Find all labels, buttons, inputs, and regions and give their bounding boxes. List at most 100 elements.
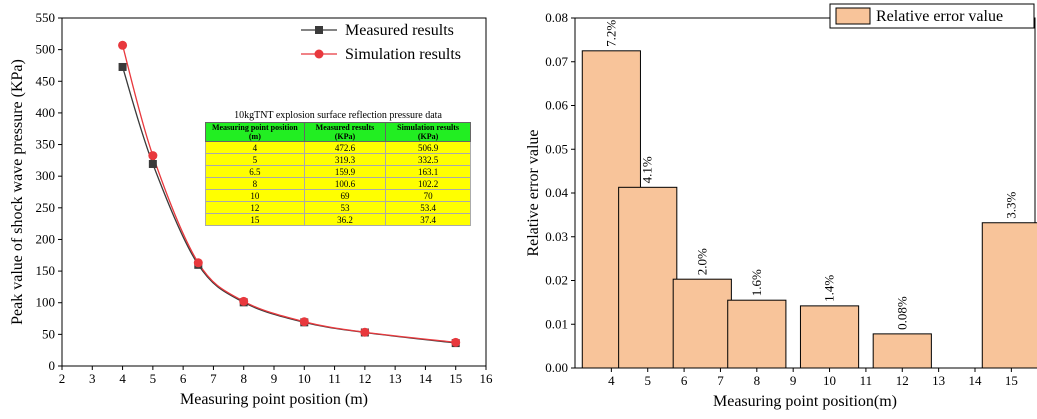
y-tick-label: 0.04: [545, 185, 568, 200]
y-tick-label: 0.03: [545, 229, 568, 244]
table-row: 15 36.2 37.4: [205, 213, 471, 226]
x-tick-label: 7: [717, 373, 724, 388]
x-tick-label: 13: [389, 371, 402, 386]
table-row: 6.5 159.9 163.1: [205, 165, 471, 178]
table-row: 12 53 53.4: [205, 201, 471, 214]
legend-label: Relative error value: [876, 8, 1003, 25]
y-tick-label: 0.05: [545, 141, 568, 156]
inset-table: 10kgTNT explosion surface reflection pre…: [205, 110, 471, 226]
value-label: 0.08%: [894, 296, 909, 330]
y-tick-label: 0.02: [545, 273, 568, 288]
table-row: 4 472.6 506.9: [205, 141, 471, 154]
y-tick-label: 0.00: [545, 360, 568, 375]
x-tick-label: 14: [419, 371, 433, 386]
data-point: [148, 159, 157, 168]
table-header-cell: Measured results (KPa): [303, 122, 387, 142]
x-tick-label: 12: [896, 373, 909, 388]
table-cell: 472.6: [303, 141, 387, 154]
x-tick-label: 10: [298, 371, 311, 386]
table-title: 10kgTNT explosion surface reflection pre…: [234, 110, 442, 121]
x-tick-label: 16: [480, 371, 494, 386]
x-tick-label: 4: [119, 371, 126, 386]
table: Measuring point position (m) Measured res…: [205, 122, 471, 226]
table-row: 5 319.3 332.5: [205, 153, 471, 166]
y-tick-label: 0.06: [545, 98, 568, 113]
y-tick-label: 0.07: [545, 54, 568, 69]
table-cell: 4: [205, 141, 305, 154]
x-tick-label: 12: [358, 371, 371, 386]
x-tick-label: 9: [271, 371, 278, 386]
y-tick-label: 250: [36, 200, 56, 215]
x-tick-label: 4: [608, 373, 615, 388]
value-label: 1.4%: [822, 275, 837, 302]
legend-label: Simulation results: [345, 46, 461, 63]
table-cell: 5: [205, 153, 305, 166]
y-tick-label: 0: [49, 358, 56, 373]
data-point: [118, 40, 128, 50]
y-tick-label: 150: [36, 263, 56, 278]
data-point: [148, 151, 158, 161]
x-tick-label: 7: [210, 371, 217, 386]
table-cell: 37.4: [385, 213, 471, 226]
x-tick-label: 8: [754, 373, 761, 388]
data-point: [118, 62, 127, 71]
x-axis-label: Measuring point position(m): [713, 393, 897, 410]
y-tick-label: 450: [36, 73, 56, 88]
x-tick-label: 10: [823, 373, 836, 388]
x-tick-label: 14: [969, 373, 983, 388]
x-tick-label: 6: [681, 373, 688, 388]
x-axis-label: Measuring point position (m): [180, 391, 368, 408]
table-cell: 69: [303, 189, 387, 202]
table-cell: 12: [205, 201, 305, 214]
table-cell: 163.1: [385, 165, 471, 178]
table-cell: 53.4: [385, 201, 471, 214]
table-cell: 159.9: [303, 165, 387, 178]
y-tick-label: 200: [36, 231, 56, 246]
x-tick-label: 6: [180, 371, 187, 386]
y-axis-label: Peak value of shock wave pressure (KPa): [9, 59, 26, 325]
legend-marker: [315, 26, 323, 34]
bar: [799, 305, 860, 369]
value-label: 1.6%: [749, 269, 764, 296]
table-header-row: Measuring point position (m) Measured res…: [205, 122, 471, 142]
legend-marker: [314, 49, 324, 59]
value-label: 3.3%: [1003, 192, 1018, 219]
data-point: [360, 327, 370, 337]
y-tick-label: 500: [36, 42, 56, 57]
bar: [727, 299, 787, 369]
table-cell: 332.5: [385, 153, 471, 166]
data-point: [239, 296, 249, 306]
table-cell: 8: [205, 177, 305, 190]
table-cell: 36.2: [303, 213, 387, 226]
x-tick-label: 11: [328, 371, 341, 386]
y-tick-label: 0.01: [545, 316, 568, 331]
table-cell: 102.2: [385, 177, 471, 190]
table-header-cell: Measuring point position (m): [205, 122, 305, 142]
table-header-cell: Simulation results (KPa): [385, 122, 471, 142]
x-tick-label: 15: [449, 371, 462, 386]
x-tick-label: 2: [59, 371, 66, 386]
y-tick-label: 350: [36, 137, 56, 152]
x-tick-label: 8: [240, 371, 247, 386]
y-tick-label: 550: [36, 10, 56, 25]
x-tick-label: 15: [1005, 373, 1018, 388]
table-row: 10 69 70: [205, 189, 471, 202]
data-point: [451, 337, 461, 347]
x-tick-label: 3: [89, 371, 96, 386]
x-tick-label: 11: [860, 373, 873, 388]
table-row: 8 100.6 102.2: [205, 177, 471, 190]
bar: [618, 186, 678, 369]
table-cell: 70: [385, 189, 471, 202]
y-tick-label: 100: [36, 295, 56, 310]
x-tick-label: 9: [790, 373, 797, 388]
y-tick-label: 400: [36, 105, 56, 120]
table-cell: 10: [205, 189, 305, 202]
bar: [672, 278, 732, 369]
table-cell: 100.6: [303, 177, 387, 190]
table-cell: 319.3: [303, 153, 387, 166]
bar: [981, 222, 1037, 369]
table-cell: 6.5: [205, 165, 305, 178]
data-point: [299, 317, 309, 327]
